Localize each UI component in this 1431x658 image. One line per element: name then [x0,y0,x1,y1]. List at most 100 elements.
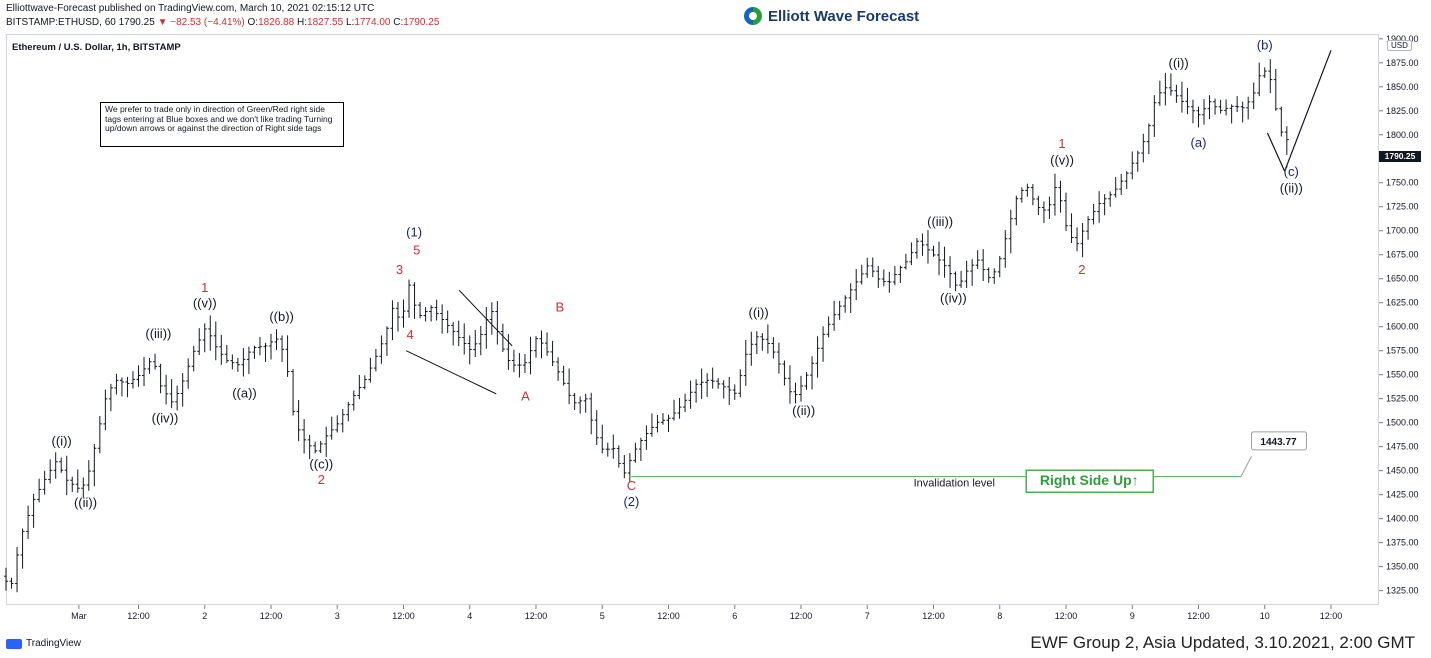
wave-label: ((i)) [52,434,72,449]
last-price-text: 1790.25 [118,17,155,28]
wave-label: 5 [413,243,420,258]
y-tick-label: 1550.00 [1386,370,1419,380]
x-tick-label: 12:00 [922,611,945,621]
wave-label: (2) [623,494,639,509]
x-tick-label: 12:00 [1320,611,1343,621]
x-tick-label: 8 [997,611,1002,621]
wave-label: ((ii)) [792,403,815,418]
y-tick-label: 1900.00 [1386,34,1419,44]
wave-label: (1) [406,224,422,239]
projection-up-line [1284,50,1332,172]
y-tick-label: 1750.00 [1386,178,1419,188]
x-tick-label: 3 [335,611,340,621]
y-tick-label: 1450.00 [1386,466,1419,476]
x-tick-label: 5 [600,611,605,621]
y-tick-label: 1600.00 [1386,322,1419,332]
chart-frame[interactable] [6,34,1379,605]
invalidation-value: 1443.77 [1260,437,1297,448]
y-tick-label: 1850.00 [1386,82,1419,92]
wave-label: 3 [396,262,403,277]
wave-label: ((v)) [193,296,217,311]
high-value: 1827.55 [307,17,344,28]
x-tick-label: 10 [1260,611,1270,621]
last-price-label: 1790.25 [1379,151,1421,162]
wave-label: 1 [1058,136,1065,151]
brand-name: Elliott Wave Forecast [768,7,920,25]
y-tick-label: 1375.00 [1386,538,1419,548]
wave-label: ((iii)) [927,214,953,229]
wave-label: ((v)) [1050,153,1074,168]
symbol: BITSTAMP:ETHUSD, 60 [6,17,116,28]
high-label: H: [297,17,308,28]
wave-label: ((iv)) [940,291,967,306]
y-tick-label: 1400.00 [1386,514,1419,524]
low-label: L: [345,17,355,28]
trading-note: We prefer to trade only in direction of … [100,102,344,147]
close-label: C: [393,17,404,28]
wave-label: A [521,389,530,404]
wave-label: (b) [1257,37,1273,52]
x-tick-label: 12:00 [260,611,283,621]
y-tick-label: 1875.00 [1386,58,1419,68]
right-side-tag: Right Side Up↑ [1040,472,1139,488]
price-change: −82.53 (−4.41%) [170,17,245,28]
wave-label: 2 [318,472,325,487]
right-side-tag-box [1025,469,1154,493]
brand-logo: Elliott Wave Forecast [744,7,919,25]
symbol-ohlc-line: BITSTAMP:ETHUSD, 60 1790.25 ▼ −82.53 (−4… [6,17,439,29]
wave-label: 4 [407,327,414,342]
wave-label: ((i)) [748,305,768,320]
wave-label: 1 [201,280,208,295]
x-tick-label: 7 [865,611,870,621]
x-tick-label: Mar [71,611,87,621]
open-value: 1826.88 [258,17,295,28]
x-tick-label: 6 [732,611,737,621]
y-tick-label: 1425.00 [1386,490,1419,500]
y-tick-label: 1575.00 [1386,346,1419,356]
wave-label: ((ii)) [74,495,97,510]
y-tick-label: 1825.00 [1386,106,1419,116]
y-tick-label: 1475.00 [1386,442,1419,452]
wave-label: ((iii)) [145,326,171,341]
y-tick-label: 1675.00 [1386,250,1419,260]
tradingview-label: TradingView [26,638,82,649]
y-tick-label: 1350.00 [1386,562,1419,572]
x-tick-label: 12:00 [127,611,150,621]
wave-label: ((c)) [309,457,333,472]
x-tick-label: 12:00 [1187,611,1210,621]
invalidation-value-box [1251,431,1307,451]
chart-title: Ethereum / U.S. Dollar, 1h, BITSTAMP [12,42,181,53]
tradingview-logo-icon [6,638,22,649]
y-tick-label: 1800.00 [1386,130,1419,140]
wedge-upper-line [458,289,513,347]
invalidation-callout-connector [1240,456,1252,477]
open-label: O: [247,17,259,28]
y-tick-label: 1700.00 [1386,226,1419,236]
wave-label: 2 [1078,262,1085,277]
x-tick-label: 12:00 [525,611,548,621]
ewf-logo-icon [744,7,762,25]
wave-label: ((i)) [1169,56,1189,71]
projection-down-line [1266,132,1286,172]
x-tick-label: 12:00 [392,611,415,621]
x-tick-label: 12:00 [1055,611,1078,621]
wave-label: C [627,478,636,493]
wave-label: (a) [1191,135,1207,150]
wave-label: ((b)) [269,309,294,324]
x-tick-label: 12:00 [790,611,813,621]
wave-label: ((iv)) [152,411,179,426]
currency-badge[interactable]: USD [1387,40,1412,51]
low-value: 1774.00 [354,17,391,28]
y-tick-label: 1625.00 [1386,298,1419,308]
wave-label: B [556,299,565,314]
tradingview-footer[interactable]: TradingView [6,638,81,649]
publisher-line: Elliottwave-Forecast published on Tradin… [6,3,375,14]
y-tick-label: 1650.00 [1386,274,1419,284]
x-tick-label: 9 [1130,611,1135,621]
wedge-lower-line [405,350,497,395]
y-tick-label: 1525.00 [1386,394,1419,404]
down-arrow-icon: ▼ [157,17,168,28]
wave-label: ((a)) [232,386,257,401]
invalidation-label: Invalidation level [914,478,995,490]
